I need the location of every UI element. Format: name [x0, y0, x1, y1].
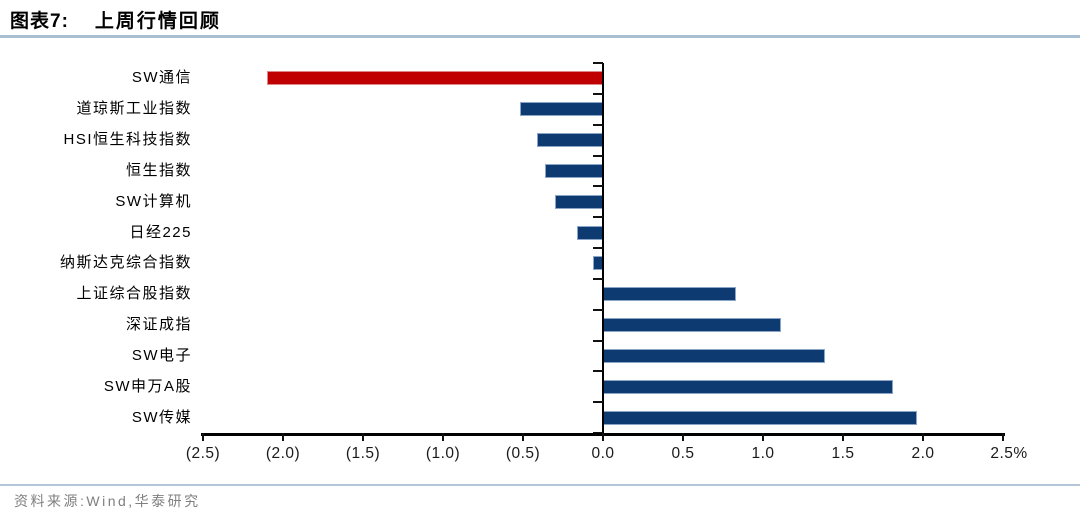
bar	[603, 379, 893, 394]
bar	[555, 194, 603, 209]
x-axis-tick	[362, 433, 364, 441]
y-axis-tick	[593, 185, 603, 188]
x-tick-label: 2.5%	[990, 445, 1028, 462]
figure-title: 图表7: 上周行情回顾	[10, 6, 221, 33]
y-axis-line	[601, 63, 605, 433]
x-tick-label: 2.0	[911, 445, 935, 462]
x-axis-tick	[202, 433, 204, 441]
bar	[603, 318, 781, 333]
x-axis-tick	[922, 433, 924, 441]
x-tick-label: (1.5)	[345, 445, 381, 462]
figure-title-text: 上周行情回顾	[94, 11, 221, 32]
x-tick-label: 1.0	[751, 445, 775, 462]
category-label: 纳斯达克综合指数	[59, 254, 192, 272]
figure-number-label: 图表7:	[10, 11, 69, 32]
source-note: 资料来源:Wind,华泰研究	[14, 493, 201, 509]
x-axis-tick	[442, 433, 444, 441]
x-axis-tick	[762, 433, 764, 441]
category-label: SW申万A股	[103, 377, 192, 395]
x-tick-label: (2.0)	[265, 445, 301, 462]
category-label: SW电子	[131, 346, 192, 364]
category-label: SW通信	[131, 69, 192, 87]
bar	[603, 348, 826, 363]
x-tick-label: 0.0	[591, 445, 615, 462]
category-label: SW传媒	[131, 408, 192, 426]
title-divider-line	[0, 35, 1080, 38]
y-axis-tick	[593, 370, 603, 373]
bar	[603, 287, 736, 302]
x-tick-label: 0.5	[671, 445, 695, 462]
category-label: 日经225	[129, 223, 192, 241]
bar	[519, 102, 603, 117]
y-axis-tick	[593, 62, 603, 64]
y-axis-tick	[593, 401, 603, 404]
y-axis-tick	[593, 92, 603, 95]
x-tick-label: (0.5)	[505, 445, 541, 462]
x-tick-label: (2.5)	[185, 445, 221, 462]
x-axis-tick	[522, 433, 524, 441]
category-label: 上证综合股指数	[76, 285, 192, 303]
x-tick-label: (1.0)	[425, 445, 461, 462]
y-axis-tick	[593, 308, 603, 311]
x-tick-label: 1.5	[831, 445, 855, 462]
category-label: 道琼斯工业指数	[76, 100, 192, 118]
category-label: 深证成指	[125, 316, 192, 334]
category-label: SW计算机	[115, 192, 192, 210]
y-axis-tick	[593, 339, 603, 342]
x-axis-tick	[602, 433, 604, 441]
x-axis-tick	[682, 433, 684, 441]
bar-highlighted	[267, 71, 603, 86]
category-label: HSI恒生科技指数	[63, 131, 192, 149]
category-label: 恒生指数	[125, 161, 192, 179]
bar	[537, 133, 603, 148]
x-axis-tick	[1002, 433, 1004, 441]
y-axis-tick	[593, 247, 603, 249]
bar	[603, 410, 917, 425]
footer-divider-line	[0, 484, 1080, 486]
y-axis-tick	[593, 154, 603, 157]
y-axis-tick	[593, 277, 603, 280]
x-axis-tick	[842, 433, 844, 441]
bar	[545, 163, 603, 178]
bar	[577, 225, 603, 240]
y-axis-tick	[593, 123, 603, 126]
y-axis-tick	[593, 216, 603, 219]
x-axis-tick	[282, 433, 284, 441]
